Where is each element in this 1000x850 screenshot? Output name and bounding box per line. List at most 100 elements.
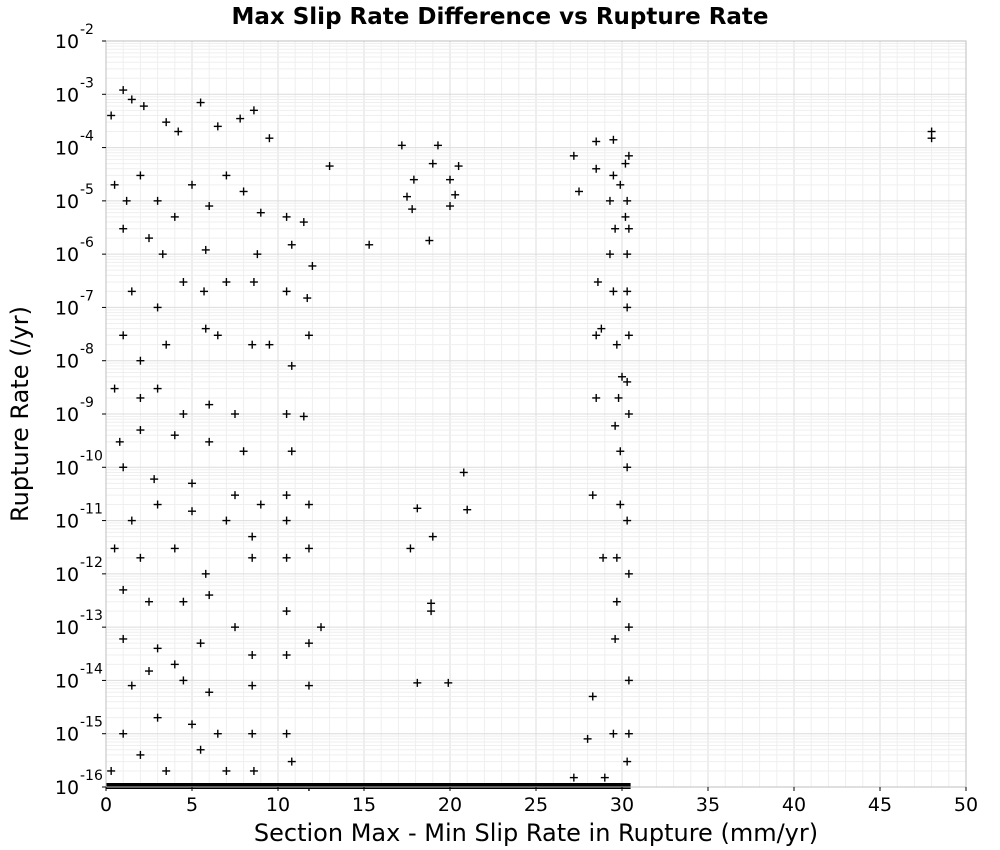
data-point xyxy=(282,410,291,418)
data-point xyxy=(428,532,437,541)
data-point xyxy=(253,250,262,259)
data-point xyxy=(616,447,625,456)
y-tick-base: 10 xyxy=(55,670,79,692)
y-tick-base: 10 xyxy=(55,31,79,53)
data-point xyxy=(179,410,188,418)
data-point xyxy=(153,384,162,393)
data-point xyxy=(616,180,625,189)
y-tick-base: 10 xyxy=(55,617,79,639)
data-point xyxy=(153,303,162,312)
data-point xyxy=(427,607,436,616)
data-point xyxy=(623,196,632,205)
data-point xyxy=(623,287,632,296)
data-point xyxy=(265,134,274,143)
data-point xyxy=(317,623,325,632)
x-tick-label: 45 xyxy=(868,794,892,816)
data-point xyxy=(188,479,196,488)
data-point xyxy=(304,639,313,648)
data-point xyxy=(583,734,592,743)
data-point xyxy=(612,597,621,606)
data-point xyxy=(127,287,136,296)
data-point xyxy=(623,463,632,472)
data-point xyxy=(179,676,188,685)
data-point xyxy=(248,681,257,690)
y-tick-exponent: -16 xyxy=(80,768,103,784)
data-point xyxy=(425,236,434,245)
data-point xyxy=(623,250,632,259)
data-point xyxy=(110,180,119,189)
x-tick-label: 40 xyxy=(782,794,806,816)
data-point xyxy=(196,639,205,648)
data-point xyxy=(196,98,205,107)
data-point xyxy=(119,634,128,643)
data-point xyxy=(282,729,291,738)
data-point xyxy=(127,516,136,525)
data-point xyxy=(611,634,620,643)
data-point xyxy=(624,676,633,685)
y-tick-exponent: -4 xyxy=(80,129,94,145)
data-point xyxy=(119,224,128,233)
data-point xyxy=(282,651,291,660)
data-point xyxy=(170,544,179,553)
x-axis-label: Section Max - Min Slip Rate in Rupture (… xyxy=(254,819,818,847)
data-point xyxy=(287,447,296,456)
data-point xyxy=(569,773,578,782)
data-point xyxy=(624,623,633,632)
data-point xyxy=(287,240,296,249)
data-point xyxy=(145,597,153,606)
y-tick-exponent: -3 xyxy=(80,75,94,91)
data-point xyxy=(222,278,231,287)
data-point xyxy=(236,114,245,123)
data-point xyxy=(304,331,313,340)
y-tick-base: 10 xyxy=(55,84,79,106)
data-point xyxy=(592,393,601,402)
data-point xyxy=(618,372,626,381)
data-point xyxy=(222,171,231,180)
data-point xyxy=(265,340,274,349)
data-point xyxy=(110,384,119,393)
data-point xyxy=(397,141,406,150)
data-point xyxy=(287,757,296,766)
data-point xyxy=(201,324,210,333)
data-point xyxy=(248,532,257,541)
data-point xyxy=(119,331,128,340)
x-tick-label: 10 xyxy=(266,794,290,816)
data-point xyxy=(205,400,214,409)
y-tick-base: 10 xyxy=(55,351,79,373)
data-point xyxy=(463,505,472,514)
data-point xyxy=(213,729,222,738)
data-point xyxy=(282,491,291,500)
x-tick-label: 15 xyxy=(352,794,376,816)
data-point xyxy=(107,111,116,120)
data-point xyxy=(153,644,162,653)
data-point xyxy=(162,340,171,349)
data-point xyxy=(139,102,148,111)
data-point xyxy=(612,553,621,562)
data-point xyxy=(115,437,124,446)
data-point xyxy=(451,190,460,199)
data-point xyxy=(249,106,258,115)
data-point xyxy=(282,212,291,221)
data-point xyxy=(623,377,632,386)
x-tick-label: 50 xyxy=(954,794,978,816)
y-tick-exponent: -14 xyxy=(80,661,103,677)
data-point xyxy=(403,192,411,201)
data-point xyxy=(222,516,231,525)
x-tick-label: 5 xyxy=(186,794,198,816)
data-point xyxy=(413,678,422,687)
data-point xyxy=(599,553,608,562)
data-point xyxy=(624,224,633,233)
data-point xyxy=(282,607,291,616)
data-point xyxy=(145,667,153,676)
data-point xyxy=(621,159,630,168)
data-point xyxy=(282,553,291,562)
data-point xyxy=(611,224,620,233)
data-point xyxy=(153,500,162,509)
data-point xyxy=(119,729,128,738)
data-point xyxy=(303,294,312,303)
data-point xyxy=(304,544,313,553)
data-point xyxy=(299,412,308,421)
data-point xyxy=(205,591,214,600)
y-tick-base: 10 xyxy=(55,244,79,266)
